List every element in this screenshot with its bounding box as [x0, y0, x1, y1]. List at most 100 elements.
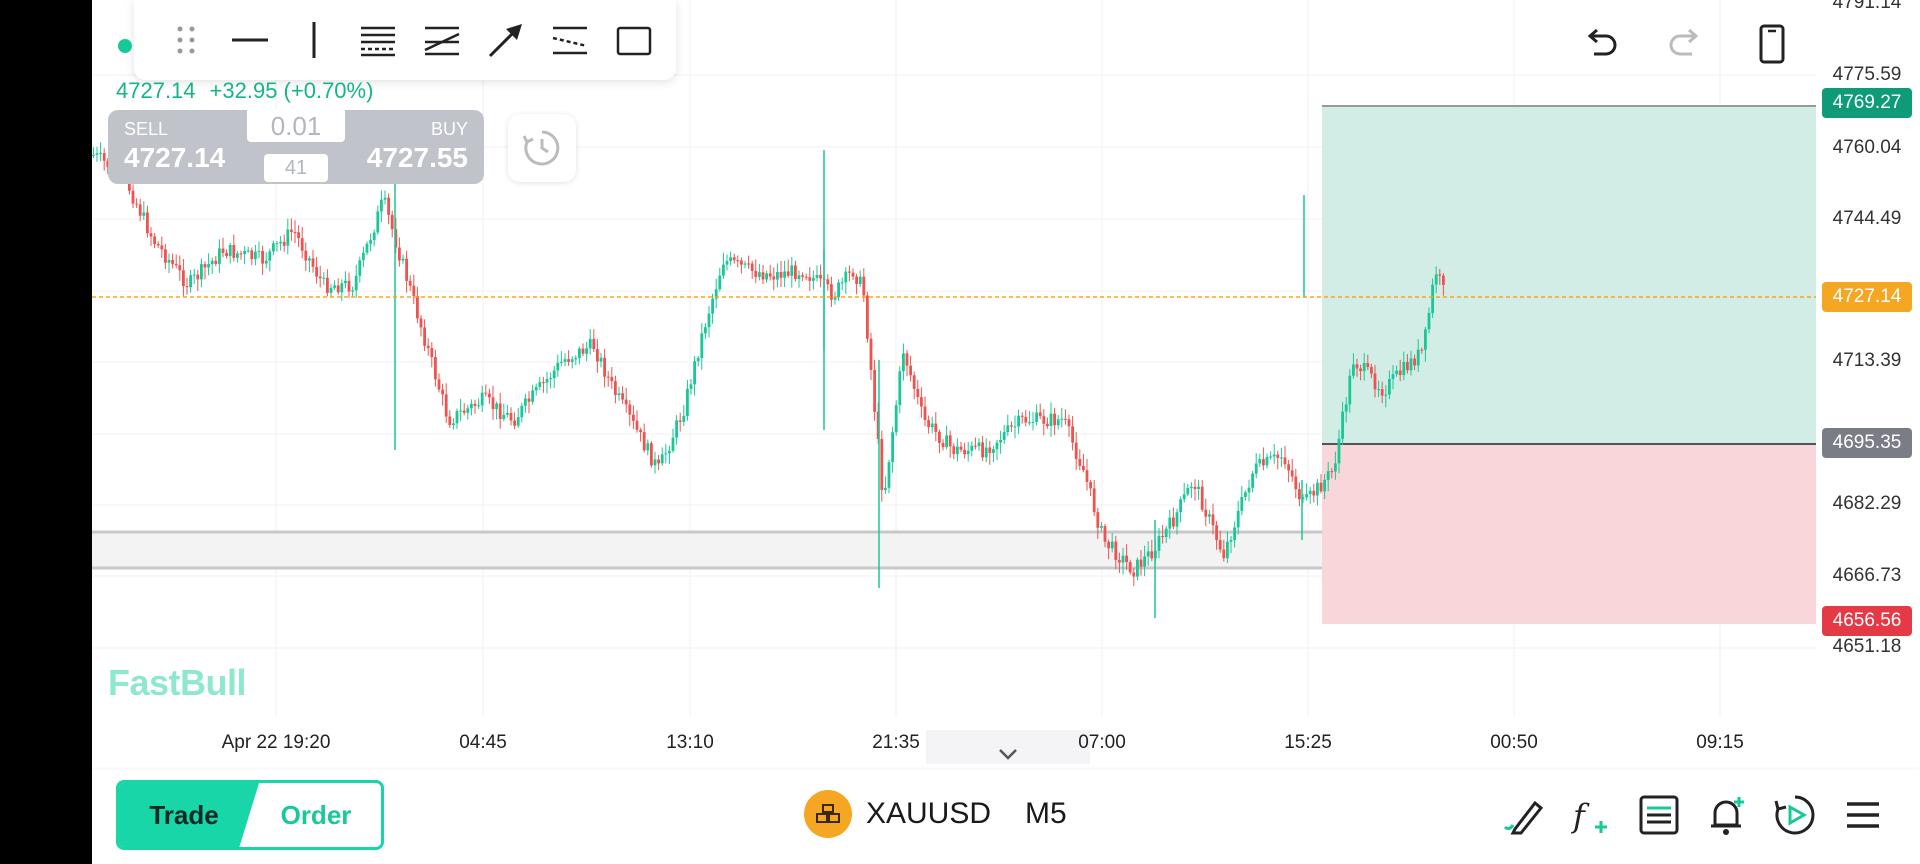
candle-body: [1067, 419, 1071, 427]
svg-text:f: f: [1571, 797, 1590, 835]
candle-body: [1060, 418, 1064, 420]
candle-body: [358, 260, 362, 276]
candle-body: [534, 386, 538, 391]
candle-body: [790, 265, 794, 276]
candle-body: [927, 420, 930, 428]
vertical-line-icon[interactable]: [282, 10, 346, 70]
candle-body: [520, 405, 524, 418]
candle-body: [1218, 540, 1222, 550]
candle-body: [736, 260, 740, 262]
draw-icon[interactable]: [1498, 790, 1548, 840]
candle-body: [1215, 525, 1218, 541]
candle-body: [671, 437, 675, 451]
regression-trend-icon[interactable]: [538, 10, 602, 70]
candle-body: [1157, 535, 1161, 551]
candle-body: [732, 257, 736, 261]
candle-body: [398, 247, 401, 261]
candle-body: [884, 487, 887, 491]
timeframe-selector[interactable]: M5: [1025, 797, 1067, 830]
alert-bell-icon[interactable]: [1702, 790, 1752, 840]
candle-body: [891, 432, 894, 463]
symbol-selector[interactable]: XAUUSD M5: [804, 790, 1067, 838]
price-tick: 4713.39: [1832, 350, 1902, 371]
candle-body: [466, 408, 470, 413]
candle-body: [902, 353, 905, 372]
candle-body: [1150, 551, 1154, 559]
template-icon[interactable]: [1634, 790, 1684, 840]
candle-body: [1258, 459, 1262, 464]
entry-price-tag[interactable]: 4695.35: [1822, 428, 1912, 458]
candle-body: [441, 389, 444, 395]
candle-body: [455, 410, 459, 424]
buy-price-button[interactable]: 4727.55: [366, 142, 468, 173]
candle-body: [1114, 541, 1118, 561]
candle-body: [311, 258, 315, 267]
candle-body: [1179, 499, 1182, 513]
candle-body: [1092, 488, 1096, 513]
candle-body: [448, 416, 452, 426]
horizontal-line-icon[interactable]: [218, 10, 282, 70]
lot-size-input[interactable]: 0.01: [247, 110, 345, 142]
candle-body: [632, 414, 635, 421]
candle-body: [862, 276, 866, 296]
candle-body: [243, 250, 246, 255]
order-tab[interactable]: Order: [280, 800, 352, 830]
candle-body: [1125, 555, 1128, 563]
candle-body: [185, 286, 189, 288]
take-profit-zone: [1322, 106, 1816, 444]
rectangle-icon[interactable]: [602, 10, 666, 70]
candle-body: [801, 275, 804, 277]
candle-body: [1283, 457, 1287, 465]
rotate-screen-icon[interactable]: [1748, 20, 1796, 68]
candle-body: [1222, 549, 1226, 559]
undo-icon[interactable]: [1576, 20, 1624, 68]
trade-tab[interactable]: Trade: [149, 800, 219, 830]
candle-body: [218, 248, 221, 264]
fib-retracement-icon[interactable]: [410, 10, 474, 70]
collapse-tab[interactable]: [926, 730, 1090, 764]
time-tick: 15:25: [1284, 732, 1332, 753]
candle-body: [1262, 459, 1265, 466]
candle-body: [1308, 490, 1312, 495]
candle-body: [1334, 463, 1337, 472]
candle-body: [560, 361, 563, 363]
candle-body: [624, 399, 628, 405]
take-profit-price-tag[interactable]: 4769.27: [1822, 88, 1912, 118]
candle-body: [99, 153, 102, 155]
reset-chart-button[interactable]: [508, 114, 576, 182]
redo-icon[interactable]: [1662, 20, 1710, 68]
candle-body: [160, 245, 164, 250]
candle-body: [419, 318, 423, 328]
sell-price-button[interactable]: 4727.14: [124, 142, 226, 173]
indicator-icon[interactable]: f: [1566, 790, 1616, 840]
candle-body: [189, 275, 192, 288]
candle-body: [909, 365, 912, 376]
candle-body: [711, 298, 714, 314]
candle-body: [678, 420, 682, 422]
parallel-channel-icon[interactable]: [346, 10, 410, 70]
candle-body: [322, 277, 326, 279]
menu-icon[interactable]: [1838, 790, 1888, 840]
candle-body: [1287, 464, 1290, 471]
arrow-icon[interactable]: [474, 10, 538, 70]
candle-body: [192, 274, 196, 276]
candle-body: [614, 381, 617, 395]
drag-handle-icon[interactable]: [154, 10, 218, 70]
trade-order-toggle: Trade Order: [116, 780, 384, 850]
candle-body: [344, 280, 347, 284]
candle-body: [1391, 374, 1395, 380]
candle-body: [956, 446, 959, 455]
candle-body: [513, 420, 516, 426]
replay-icon[interactable]: [1770, 790, 1820, 840]
stop-loss-price-tag[interactable]: 4656.56: [1822, 606, 1912, 636]
candle-body: [347, 280, 351, 292]
candle-body: [563, 359, 567, 362]
candle-body: [297, 232, 300, 239]
candles-group: [92, 142, 1445, 618]
candle-body: [1064, 418, 1067, 420]
candle-body: [707, 313, 711, 328]
candle-body: [668, 450, 671, 454]
candle-body: [390, 214, 394, 230]
candle-body: [714, 289, 718, 299]
price-chart[interactable]: [92, 0, 1920, 770]
